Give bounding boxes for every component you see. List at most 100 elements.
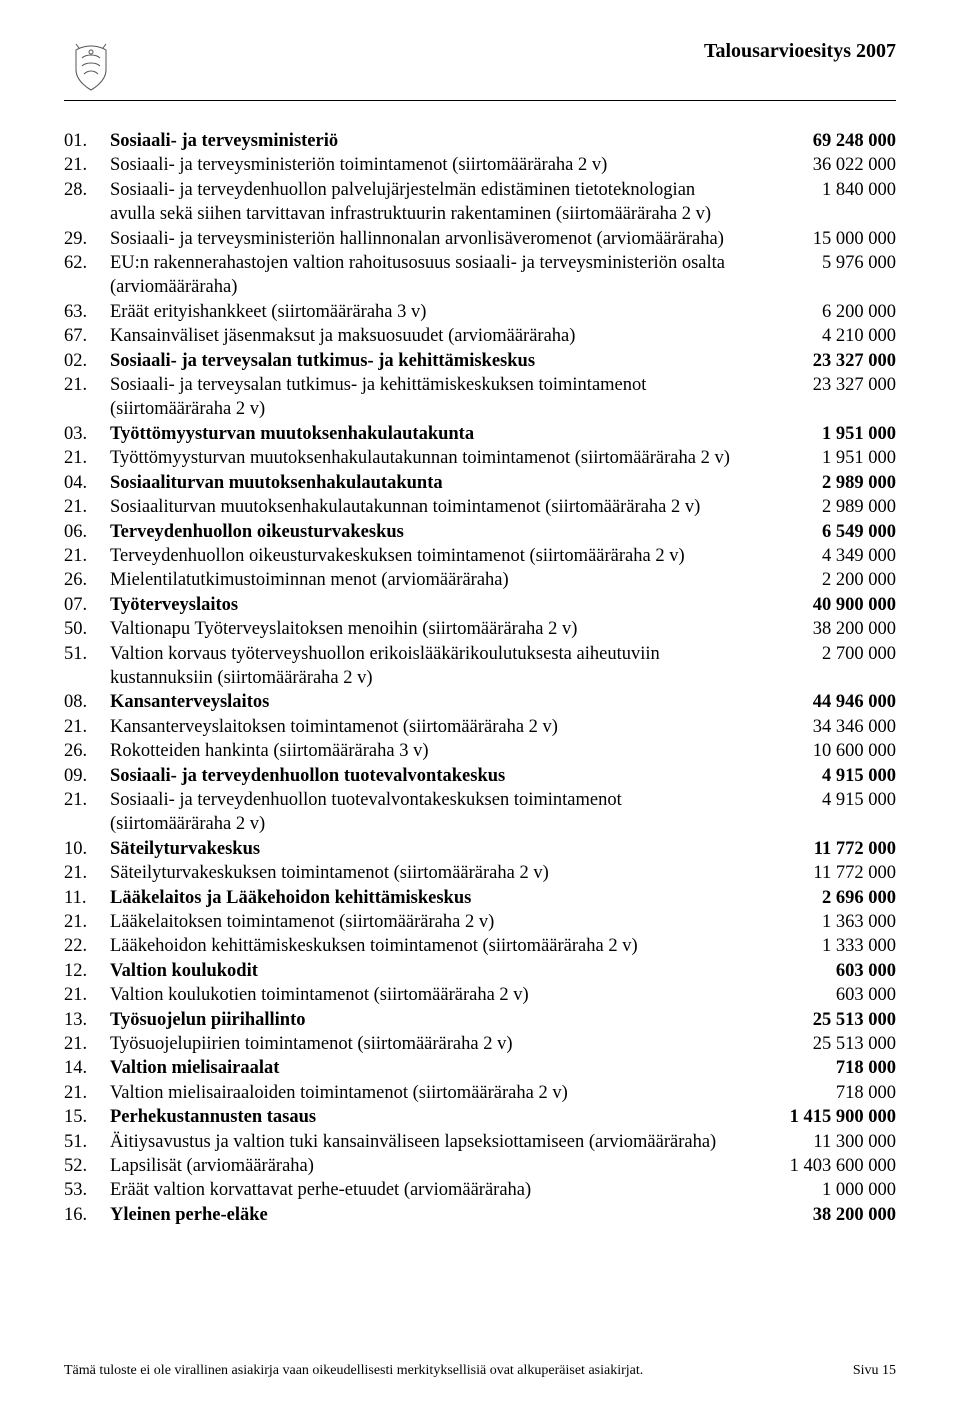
line-value: 23 327 000	[756, 349, 896, 373]
line-description: Sosiaali- ja terveysalan tutkimus- ja ke…	[110, 349, 756, 373]
line-description: Valtion koulukotien toimintamenot (siirt…	[110, 983, 756, 1007]
budget-line: 63.Eräät erityishankkeet (siirtomäärärah…	[64, 300, 896, 324]
line-number: 52.	[64, 1154, 110, 1178]
coat-of-arms-icon	[64, 40, 118, 94]
line-value: 718 000	[756, 1081, 896, 1105]
line-value: 1 403 600 000	[756, 1154, 896, 1178]
line-description: EU:n rakennerahastojen valtion rahoituso…	[110, 251, 756, 300]
line-description: Sosiaali- ja terveysministeriö	[110, 129, 756, 153]
line-number: 22.	[64, 934, 110, 958]
line-value: 603 000	[756, 983, 896, 1007]
line-number: 13.	[64, 1008, 110, 1032]
line-description: Työttömyysturvan muutoksenhakulautakunna…	[110, 446, 756, 470]
line-number: 09.	[64, 764, 110, 788]
budget-line: 21.Valtion koulukotien toimintamenot (si…	[64, 983, 896, 1007]
line-value: 11 300 000	[756, 1130, 896, 1154]
line-description: Terveydenhuollon oikeusturvakeskus	[110, 520, 756, 544]
line-number: 21.	[64, 715, 110, 739]
line-value: 1 951 000	[756, 446, 896, 470]
budget-line: 26.Mielentilatutkimustoiminnan menot (ar…	[64, 568, 896, 592]
line-description: Yleinen perhe-eläke	[110, 1203, 756, 1227]
line-description: Työsuojelupiirien toimintamenot (siirtom…	[110, 1032, 756, 1056]
line-number: 21.	[64, 1081, 110, 1105]
line-number: 21.	[64, 861, 110, 885]
line-number: 21.	[64, 153, 110, 177]
line-description: Säteilyturvakeskuksen toimintamenot (sii…	[110, 861, 756, 885]
line-number: 12.	[64, 959, 110, 983]
line-number: 15.	[64, 1105, 110, 1129]
page-footer: Tämä tuloste ei ole virallinen asiakirja…	[64, 1363, 896, 1379]
line-value: 1 951 000	[756, 422, 896, 446]
budget-line: 22.Lääkehoidon kehittämiskeskuksen toimi…	[64, 934, 896, 958]
line-value: 603 000	[756, 959, 896, 983]
line-number: 16.	[64, 1203, 110, 1227]
line-description: Mielentilatutkimustoiminnan menot (arvio…	[110, 568, 756, 592]
line-description: Terveydenhuollon oikeusturvakeskuksen to…	[110, 544, 756, 568]
line-number: 26.	[64, 739, 110, 763]
line-number: 21.	[64, 446, 110, 470]
line-number: 07.	[64, 593, 110, 617]
budget-line: 03.Työttömyysturvan muutoksenhakulautaku…	[64, 422, 896, 446]
budget-line: 11.Lääkelaitos ja Lääkehoidon kehittämis…	[64, 886, 896, 910]
line-value: 23 327 000	[756, 373, 896, 397]
line-number: 53.	[64, 1178, 110, 1202]
line-value: 6 200 000	[756, 300, 896, 324]
line-description: Valtion mielisairaalat	[110, 1056, 756, 1080]
line-description: Sosiaali- ja terveydenhuollon tuotevalvo…	[110, 764, 756, 788]
budget-line: 21.Lääkelaitoksen toimintamenot (siirtom…	[64, 910, 896, 934]
line-description: Äitiysavustus ja valtion tuki kansainväl…	[110, 1130, 756, 1154]
line-number: 51.	[64, 1130, 110, 1154]
line-value: 5 976 000	[756, 251, 896, 275]
budget-line: 21.Sosiaali- ja terveysministeriön toimi…	[64, 153, 896, 177]
budget-line: 16.Yleinen perhe-eläke38 200 000	[64, 1203, 896, 1227]
line-number: 10.	[64, 837, 110, 861]
line-number: 51.	[64, 642, 110, 666]
budget-line: 53.Eräät valtion korvattavat perhe-etuud…	[64, 1178, 896, 1202]
budget-line: 26.Rokotteiden hankinta (siirtomääräraha…	[64, 739, 896, 763]
line-description: Rokotteiden hankinta (siirtomääräraha 3 …	[110, 739, 756, 763]
line-description: Sosiaali- ja terveydenhuollon palvelujär…	[110, 178, 756, 227]
line-value: 718 000	[756, 1056, 896, 1080]
line-description: Perhekustannusten tasaus	[110, 1105, 756, 1129]
line-description: Säteilyturvakeskus	[110, 837, 756, 861]
budget-line: 21.Terveydenhuollon oikeusturvakeskuksen…	[64, 544, 896, 568]
line-description: Valtion mielisairaaloiden toimintamenot …	[110, 1081, 756, 1105]
line-value: 34 346 000	[756, 715, 896, 739]
line-description: Kansainväliset jäsenmaksut ja maksuosuud…	[110, 324, 756, 348]
budget-line: 04.Sosiaaliturvan muutoksenhakulautakunt…	[64, 471, 896, 495]
line-value: 11 772 000	[756, 837, 896, 861]
line-description: Työterveyslaitos	[110, 593, 756, 617]
line-value: 1 840 000	[756, 178, 896, 202]
line-number: 29.	[64, 227, 110, 251]
line-number: 21.	[64, 1032, 110, 1056]
line-value: 2 200 000	[756, 568, 896, 592]
line-description: Sosiaali- ja terveysalan tutkimus- ja ke…	[110, 373, 756, 422]
line-value: 38 200 000	[756, 1203, 896, 1227]
line-number: 14.	[64, 1056, 110, 1080]
line-value: 1 415 900 000	[756, 1105, 896, 1129]
line-description: Työsuojelun piirihallinto	[110, 1008, 756, 1032]
budget-line: 07.Työterveyslaitos40 900 000	[64, 593, 896, 617]
line-number: 63.	[64, 300, 110, 324]
budget-line: 28.Sosiaali- ja terveydenhuollon palvelu…	[64, 178, 896, 227]
page-number: Sivu 15	[853, 1363, 896, 1379]
line-value: 38 200 000	[756, 617, 896, 641]
line-description: Sosiaali- ja terveysministeriön hallinno…	[110, 227, 756, 251]
line-value: 4 915 000	[756, 788, 896, 812]
budget-line: 51.Äitiysavustus ja valtion tuki kansain…	[64, 1130, 896, 1154]
budget-line: 06.Terveydenhuollon oikeusturvakeskus6 5…	[64, 520, 896, 544]
budget-line: 21.Säteilyturvakeskuksen toimintamenot (…	[64, 861, 896, 885]
budget-line: 13.Työsuojelun piirihallinto25 513 000	[64, 1008, 896, 1032]
line-description: Lapsilisät (arviomääräraha)	[110, 1154, 756, 1178]
line-number: 21.	[64, 373, 110, 397]
line-number: 67.	[64, 324, 110, 348]
line-number: 21.	[64, 910, 110, 934]
line-description: Eräät erityishankkeet (siirtomääräraha 3…	[110, 300, 756, 324]
budget-line: 51.Valtion korvaus työterveyshuollon eri…	[64, 642, 896, 691]
line-value: 2 989 000	[756, 495, 896, 519]
document-title: Talousarvioesitys 2007	[704, 40, 896, 63]
line-description: Valtion koulukodit	[110, 959, 756, 983]
line-number: 02.	[64, 349, 110, 373]
line-description: Sosiaali- ja terveysministeriön toiminta…	[110, 153, 756, 177]
line-value: 4 915 000	[756, 764, 896, 788]
